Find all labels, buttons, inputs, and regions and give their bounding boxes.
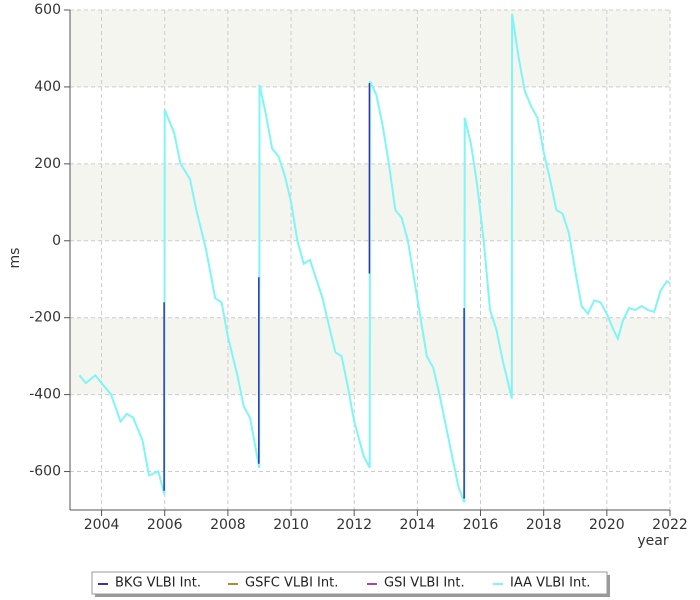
legend-label: GSFC VLBI Int.: [245, 576, 338, 591]
x-tick-label: 2018: [526, 517, 562, 533]
y-axis-label: ms: [7, 248, 23, 269]
y-tick-label: 200: [34, 156, 61, 172]
x-tick-label: 2004: [84, 517, 120, 533]
legend-label: BKG VLBI Int.: [115, 576, 201, 591]
legend-label: GSI VLBI Int.: [384, 576, 465, 591]
series-line: [78, 13, 671, 503]
x-tick-label: 2022: [652, 517, 688, 533]
y-tick-label: 400: [34, 79, 61, 95]
legend: BKG VLBI Int. GSFC VLBI Int. GSI VLBI Int.…: [91, 571, 610, 597]
x-tick-label: 2012: [336, 517, 372, 533]
legend-label: IAA VLBI Int.: [510, 576, 590, 591]
y-tick-label: 0: [52, 233, 61, 249]
band: [70, 10, 670, 87]
y-tick-label: 600: [34, 2, 61, 18]
y-tick-label: -400: [29, 387, 61, 403]
x-tick-label: 2020: [589, 517, 625, 533]
legend-box: [91, 571, 608, 595]
x-tick-label: 2008: [210, 517, 246, 533]
x-tick-label: 2006: [147, 517, 183, 533]
series-line: [163, 83, 465, 499]
y-tick-label: -600: [29, 464, 61, 480]
x-axis-label: year: [637, 533, 668, 549]
x-tick-label: 2010: [273, 517, 309, 533]
x-tick-label: 2016: [463, 517, 499, 533]
x-tick-label: 2014: [400, 517, 436, 533]
y-tick-label: -200: [29, 310, 61, 326]
